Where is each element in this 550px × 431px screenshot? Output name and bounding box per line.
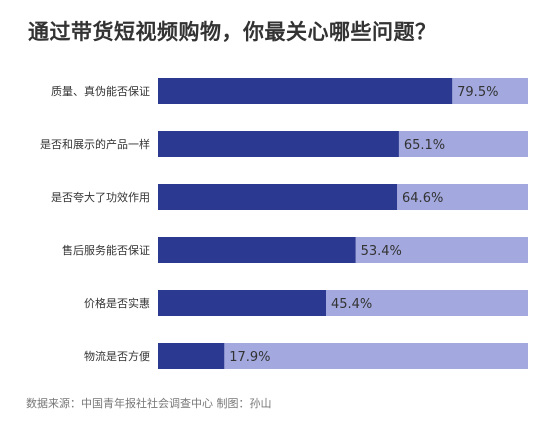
category-label: 售后服务能否保证 [62, 243, 150, 257]
category-label: 价格是否实惠 [84, 296, 150, 310]
value-label: 53.4% [361, 244, 402, 259]
bar [158, 184, 398, 210]
category-label: 是否和展示的产品一样 [40, 137, 150, 151]
bar [158, 131, 399, 157]
category-label: 是否夸大了功效作用 [51, 190, 150, 204]
chart-title: 通过带货短视频购物，你最关心哪些问题？ [28, 20, 437, 44]
category-label: 物流是否方便 [84, 349, 150, 363]
source-footer: 数据来源：中国青年报社社会调查中心 制图：孙山 [26, 397, 272, 410]
value-label: 64.6% [402, 191, 443, 206]
value-label: 45.4% [331, 297, 372, 312]
value-label: 65.1% [404, 138, 445, 153]
value-label: 17.9% [229, 350, 270, 365]
bar [158, 78, 453, 104]
bar [158, 237, 356, 263]
bar [158, 343, 225, 369]
bar [158, 290, 326, 316]
category-label: 质量、真伪能否保证 [51, 84, 150, 98]
value-label: 79.5% [457, 85, 498, 100]
